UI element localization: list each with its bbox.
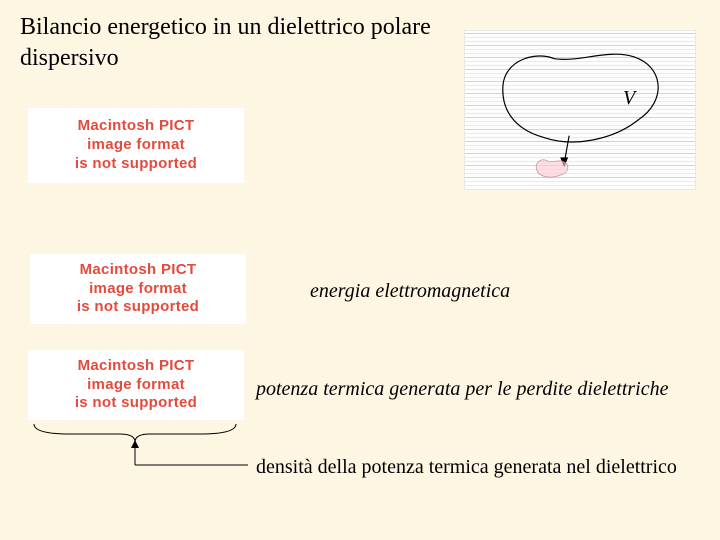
bracket-arrow — [30, 420, 260, 475]
volume-label: V — [623, 87, 635, 110]
pict-placeholder-3: Macintosh PICT image format is not suppo… — [28, 350, 244, 420]
pict-l1: Macintosh PICT — [78, 117, 195, 134]
pict-l3: is not supported — [75, 155, 197, 172]
pict-l1: Macintosh PICT — [78, 357, 195, 374]
caption-em-energy: energia elettromagnetica — [310, 280, 510, 303]
pict-l3: is not supported — [75, 394, 197, 411]
pict-text: Macintosh PICT image format is not suppo… — [77, 261, 199, 317]
page-title: Bilancio energetico in un dielettrico po… — [20, 12, 460, 74]
pict-l2: image format — [87, 136, 185, 153]
pict-text: Macintosh PICT image format is not suppo… — [75, 117, 197, 173]
pict-l2: image format — [87, 376, 185, 393]
dielectric-diagram: V — [464, 30, 696, 190]
pict-l3: is not supported — [77, 298, 199, 315]
caption-density: densità della potenza termica generata n… — [256, 456, 677, 479]
diagram-svg — [465, 31, 695, 189]
caption-thermal-power: potenza termica generata per le perdite … — [256, 378, 668, 401]
pict-text: Macintosh PICT image format is not suppo… — [75, 357, 197, 413]
pict-l2: image format — [89, 280, 187, 297]
pict-placeholder-1: Macintosh PICT image format is not suppo… — [28, 108, 244, 183]
pict-l1: Macintosh PICT — [80, 261, 197, 278]
pict-placeholder-2: Macintosh PICT image format is not suppo… — [30, 254, 246, 324]
